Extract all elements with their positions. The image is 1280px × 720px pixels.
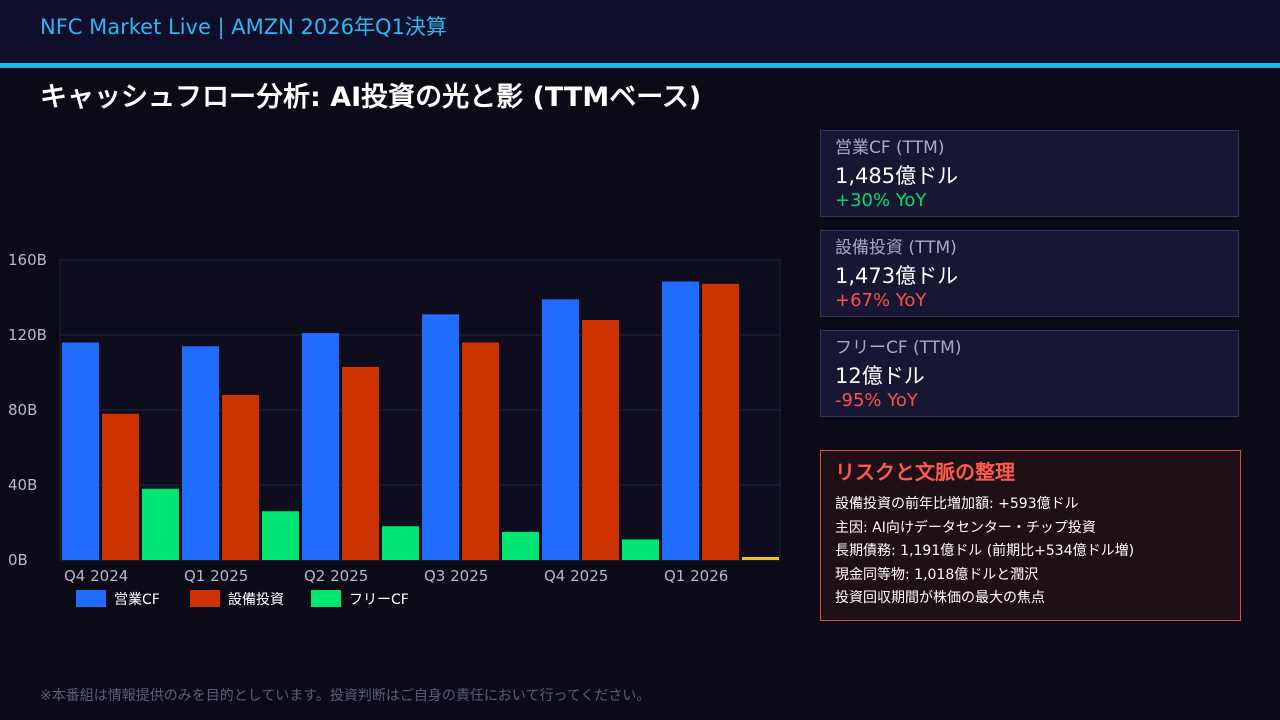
risk-item: 設備投資の前年比増加額: +593億ドル <box>835 496 1079 512</box>
x-tick-label: Q1 2025 <box>184 567 248 585</box>
y-tick-label: 40B <box>8 476 37 494</box>
metric-value: 1,485億ドル <box>835 164 959 188</box>
metric-change: -95% YoY <box>835 390 918 411</box>
legend-swatch <box>190 590 220 607</box>
x-tick-label: Q4 2024 <box>64 567 128 585</box>
bar-operating-cf <box>182 346 219 560</box>
legend-swatch <box>311 590 341 607</box>
metric-value: 12億ドル <box>835 364 925 388</box>
risk-item: 現金同等物: 1,018億ドルと潤沢 <box>835 566 1039 583</box>
bar-capex <box>462 342 499 560</box>
metric-change: +30% YoY <box>835 190 927 211</box>
top-bar: NFC Market Live | AMZN 2026年Q1決算 <box>0 0 1280 63</box>
risk-list: 設備投資の前年比増加額: +593億ドル 主因: AI向けデータセンター・チップ… <box>835 493 1134 611</box>
metric-card-capex: 設備投資 (TTM) 1,473億ドル +67% YoY <box>820 230 1239 317</box>
y-tick-label: 160B <box>8 251 47 269</box>
metric-change: +67% YoY <box>835 290 927 311</box>
risk-item: 投資回収期間が株価の最大の焦点 <box>835 590 1045 606</box>
cash-flow-chart: 0B 40B 80B 120B 160B Q4 2024 Q1 2025 Q2 2025 Q3 … <box>8 251 781 608</box>
x-tick-label: Q2 2025 <box>304 567 368 585</box>
bar-capex <box>582 320 619 560</box>
y-tick-label: 80B <box>8 401 37 419</box>
bar-free-cf <box>262 511 299 560</box>
bar-operating-cf <box>62 342 99 560</box>
bar-free-cf <box>622 539 659 560</box>
risk-title: リスクと文脈の整理 <box>835 460 1015 484</box>
x-tick-label: Q1 2026 <box>664 567 728 585</box>
legend-label: 営業CF <box>114 592 160 608</box>
bar-operating-cf <box>302 333 339 560</box>
risk-item: 主因: AI向けデータセンター・チップ投資 <box>835 519 1096 536</box>
metric-label: フリーCF (TTM) <box>835 338 962 358</box>
bar-free-cf <box>502 531 539 560</box>
y-tick-label: 120B <box>8 326 47 344</box>
bar-capex <box>222 395 259 560</box>
bar-free-cf <box>382 526 419 560</box>
bar-capex <box>342 366 379 560</box>
disclaimer: ※本番組は情報提供のみを目的としています。投資判断はご自身の責任において行ってく… <box>40 688 651 704</box>
risk-context-box: リスクと文脈の整理 設備投資の前年比増加額: +593億ドル 主因: AI向けデ… <box>820 450 1241 621</box>
metric-card-free-cf: フリーCF (TTM) 12億ドル -95% YoY <box>820 330 1239 417</box>
bar-capex <box>702 283 739 560</box>
page-title: キャッシュフロー分析: AI投資の光と影 (TTMベース) <box>40 82 702 113</box>
bar-free-cf <box>142 488 179 560</box>
metric-label: 営業CF (TTM) <box>835 138 945 158</box>
x-tick-label: Q4 2025 <box>544 567 608 585</box>
brand-title: NFC Market Live | AMZN 2026年Q1決算 <box>40 15 447 39</box>
metric-value: 1,473億ドル <box>835 264 959 288</box>
bar-operating-cf <box>422 314 459 560</box>
legend-label: フリーCF <box>349 592 409 608</box>
accent-line <box>0 63 1280 68</box>
x-tick-label: Q3 2025 <box>424 567 488 585</box>
legend-label: 設備投資 <box>228 592 284 608</box>
legend-swatch <box>76 590 106 607</box>
bar-capex <box>102 413 139 560</box>
bar-operating-cf <box>662 281 699 560</box>
metric-card-operating-cf: 営業CF (TTM) 1,485億ドル +30% YoY <box>820 130 1239 217</box>
bar-operating-cf <box>542 299 579 560</box>
risk-item: 長期債務: 1,191億ドル (前期比+534億ドル増) <box>835 543 1135 559</box>
bar-free-cf <box>742 557 779 560</box>
metric-label: 設備投資 (TTM) <box>835 238 957 258</box>
y-tick-label: 0B <box>8 551 28 569</box>
